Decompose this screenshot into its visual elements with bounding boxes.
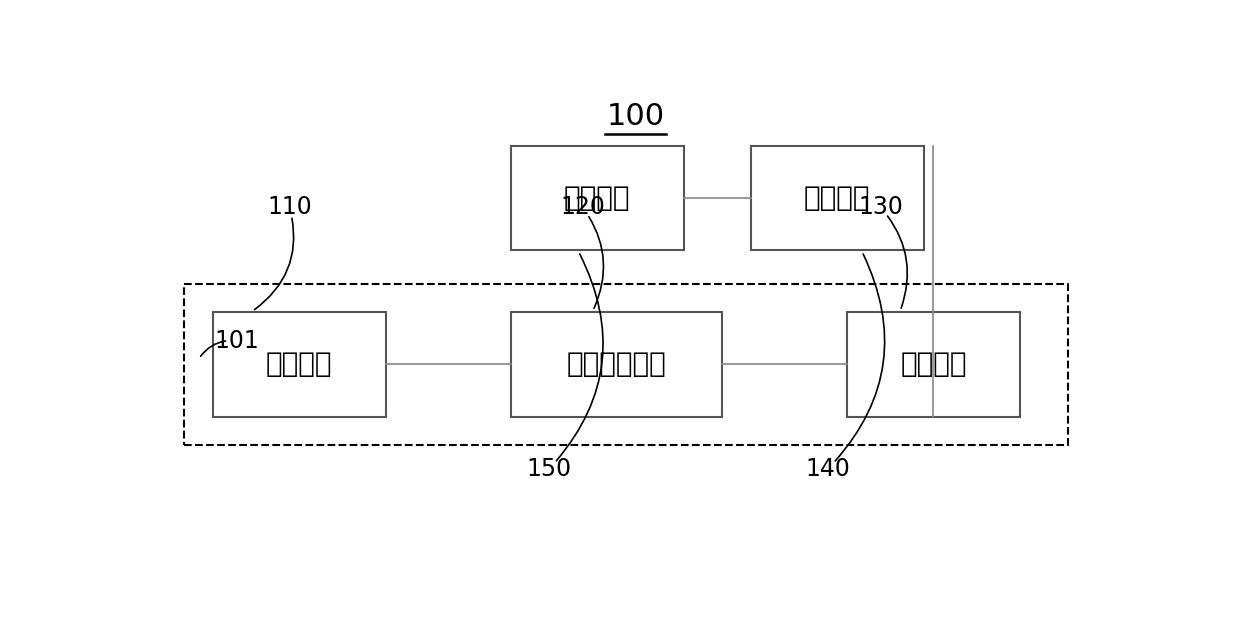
- Text: 100: 100: [606, 103, 665, 132]
- Text: 130: 130: [858, 195, 903, 219]
- Text: 110: 110: [267, 195, 312, 219]
- Text: 比较单元: 比较单元: [900, 350, 967, 378]
- FancyArrowPatch shape: [201, 341, 226, 356]
- Text: 采样单元: 采样单元: [265, 350, 332, 378]
- FancyArrowPatch shape: [836, 254, 884, 461]
- FancyArrowPatch shape: [888, 216, 908, 308]
- FancyArrowPatch shape: [557, 254, 603, 461]
- Bar: [511, 146, 683, 250]
- FancyArrowPatch shape: [589, 217, 604, 308]
- FancyArrowPatch shape: [254, 218, 294, 310]
- Bar: [213, 312, 386, 417]
- Text: 120: 120: [560, 195, 605, 219]
- Text: 整流滤波单元: 整流滤波单元: [567, 350, 666, 378]
- Text: 控制单元: 控制单元: [804, 184, 870, 212]
- Bar: [511, 312, 722, 417]
- Bar: [184, 284, 1068, 446]
- Text: 150: 150: [527, 457, 572, 481]
- Bar: [847, 312, 1019, 417]
- Text: 101: 101: [215, 329, 259, 353]
- Text: 140: 140: [805, 457, 851, 481]
- Bar: [751, 146, 924, 250]
- Text: 告警单元: 告警单元: [564, 184, 630, 212]
